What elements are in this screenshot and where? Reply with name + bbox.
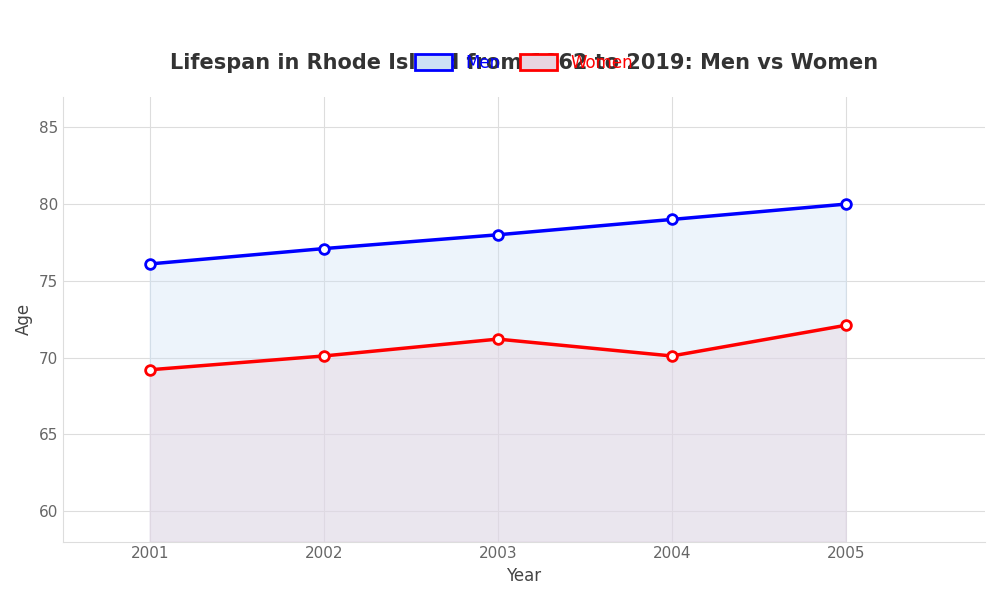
Women	[492, 335, 504, 343]
X-axis label: Year: Year	[506, 567, 541, 585]
Women	[666, 352, 678, 359]
Men	[666, 216, 678, 223]
Men	[144, 260, 156, 268]
Women	[840, 322, 852, 329]
Line: Women: Women	[145, 320, 851, 374]
Y-axis label: Age: Age	[15, 303, 33, 335]
Men	[492, 231, 504, 238]
Legend: Men, Women: Men, Women	[408, 47, 639, 79]
Women	[144, 366, 156, 373]
Title: Lifespan in Rhode Island from 1962 to 2019: Men vs Women: Lifespan in Rhode Island from 1962 to 20…	[170, 53, 878, 73]
Line: Men: Men	[145, 199, 851, 269]
Women	[318, 352, 330, 359]
Men	[318, 245, 330, 252]
Men	[840, 200, 852, 208]
